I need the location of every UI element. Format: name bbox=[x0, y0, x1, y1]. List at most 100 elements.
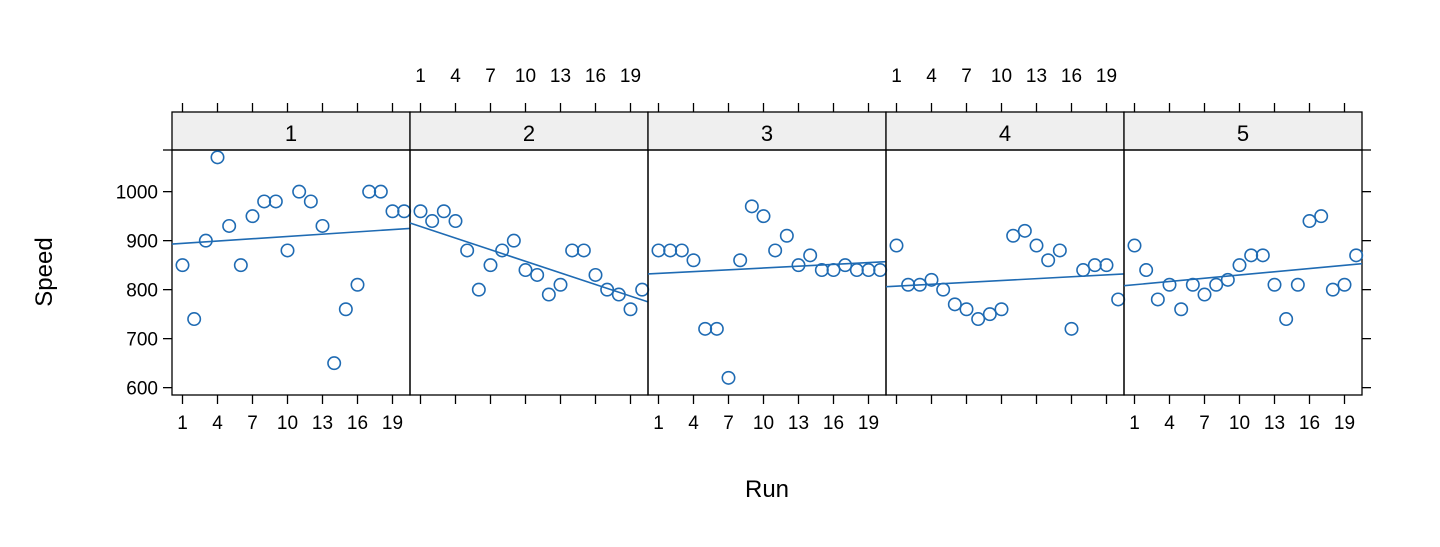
x-tick-label: 16 bbox=[1061, 66, 1082, 87]
data-point bbox=[947, 297, 962, 312]
data-point bbox=[1041, 253, 1056, 268]
data-point bbox=[425, 214, 440, 229]
panel-2: 2 1 4 7 10 13 16 19 bbox=[409, 66, 650, 404]
panel-3: 3 1 4 7 10 13 16 19 bbox=[647, 103, 888, 434]
data-point bbox=[709, 321, 724, 336]
data-point bbox=[397, 204, 412, 219]
x-tick-label: 1 bbox=[653, 413, 664, 434]
data-point bbox=[1111, 292, 1126, 307]
data-point bbox=[198, 233, 213, 248]
x-tick-label: 19 bbox=[382, 413, 403, 434]
panel-frame-1 bbox=[171, 149, 411, 396]
data-point bbox=[292, 184, 307, 199]
x-tick-label: 7 bbox=[1199, 413, 1210, 434]
data-point bbox=[1337, 277, 1352, 292]
fit-line-3 bbox=[647, 260, 887, 275]
y-tick-label: 800 bbox=[126, 281, 158, 302]
data-point bbox=[448, 214, 463, 229]
data-point bbox=[1017, 223, 1032, 238]
x-tick-label: 19 bbox=[1096, 66, 1117, 87]
data-point bbox=[971, 312, 986, 327]
data-point bbox=[1064, 321, 1079, 336]
data-point bbox=[1052, 243, 1067, 258]
data-point bbox=[483, 258, 498, 273]
data-point bbox=[779, 228, 794, 243]
strip-1 bbox=[171, 111, 411, 151]
panel-1: 1 1 4 7 10 13 16 19 bbox=[171, 103, 412, 434]
data-point bbox=[222, 218, 237, 233]
data-point bbox=[936, 282, 951, 297]
data-point bbox=[518, 263, 533, 278]
data-point bbox=[803, 248, 818, 263]
data-point bbox=[460, 243, 475, 258]
data-point bbox=[744, 199, 759, 214]
data-point bbox=[791, 258, 806, 273]
data-point bbox=[1006, 228, 1021, 243]
data-point bbox=[338, 302, 353, 317]
x-tick-label: 13 bbox=[312, 413, 333, 434]
data-point bbox=[889, 238, 904, 253]
data-point bbox=[698, 321, 713, 336]
data-point bbox=[268, 194, 283, 209]
panel-5: 5 1 4 7 10 13 16 19 bbox=[1123, 103, 1364, 434]
x-tick-label: 4 bbox=[212, 413, 223, 434]
data-point bbox=[663, 243, 678, 258]
data-point bbox=[327, 356, 342, 371]
data-point bbox=[1279, 312, 1294, 327]
x-tick-label: 13 bbox=[1026, 66, 1047, 87]
data-point bbox=[1029, 238, 1044, 253]
y-tick-label: 700 bbox=[126, 330, 158, 351]
data-point bbox=[600, 282, 615, 297]
data-point bbox=[1174, 302, 1189, 317]
data-point bbox=[1302, 214, 1317, 229]
data-point bbox=[1076, 263, 1091, 278]
data-point bbox=[994, 302, 1009, 317]
x-tick-label: 10 bbox=[991, 66, 1012, 87]
data-point bbox=[674, 243, 689, 258]
y-tick-label: 900 bbox=[126, 232, 158, 253]
data-point bbox=[1267, 277, 1282, 292]
data-point bbox=[1244, 248, 1259, 263]
x-tick-label: 7 bbox=[485, 66, 496, 87]
x-tick-label: 13 bbox=[788, 413, 809, 434]
axes-layer: 600 700 800 900 1000 bbox=[116, 149, 1371, 400]
y-axis-title: Speed bbox=[31, 237, 58, 306]
x-tick-label: 19 bbox=[620, 66, 641, 87]
panel-frame-2 bbox=[409, 149, 649, 396]
strip-label-4: 4 bbox=[999, 121, 1011, 146]
x-tick-label: 4 bbox=[926, 66, 937, 87]
data-point bbox=[1162, 277, 1177, 292]
data-point bbox=[506, 233, 521, 248]
data-point bbox=[611, 287, 626, 302]
data-point bbox=[1150, 292, 1165, 307]
strip-label-5: 5 bbox=[1237, 121, 1249, 146]
data-point bbox=[257, 194, 272, 209]
fit-line-2 bbox=[409, 222, 649, 303]
data-point bbox=[1220, 272, 1235, 287]
fit-line-1 bbox=[171, 227, 411, 245]
data-point bbox=[385, 204, 400, 219]
data-point bbox=[651, 243, 666, 258]
x-tick-label: 16 bbox=[823, 413, 844, 434]
data-point bbox=[635, 282, 650, 297]
data-point bbox=[541, 287, 556, 302]
x-tick-label: 10 bbox=[277, 413, 298, 434]
data-point bbox=[530, 267, 545, 282]
strip-5 bbox=[1123, 111, 1363, 151]
x-tick-label: 7 bbox=[723, 413, 734, 434]
data-point bbox=[1099, 258, 1114, 273]
data-point bbox=[1314, 209, 1329, 224]
data-point bbox=[1127, 238, 1142, 253]
x-tick-label: 4 bbox=[1164, 413, 1175, 434]
data-point bbox=[873, 263, 888, 278]
fit-line-4 bbox=[885, 273, 1125, 288]
data-point bbox=[280, 243, 295, 258]
data-point bbox=[187, 312, 202, 327]
data-point bbox=[588, 267, 603, 282]
data-point bbox=[721, 370, 736, 385]
strip-label-2: 2 bbox=[523, 121, 535, 146]
data-point bbox=[362, 184, 377, 199]
strip-label-3: 3 bbox=[761, 121, 773, 146]
x-tick-label: 19 bbox=[1334, 413, 1355, 434]
